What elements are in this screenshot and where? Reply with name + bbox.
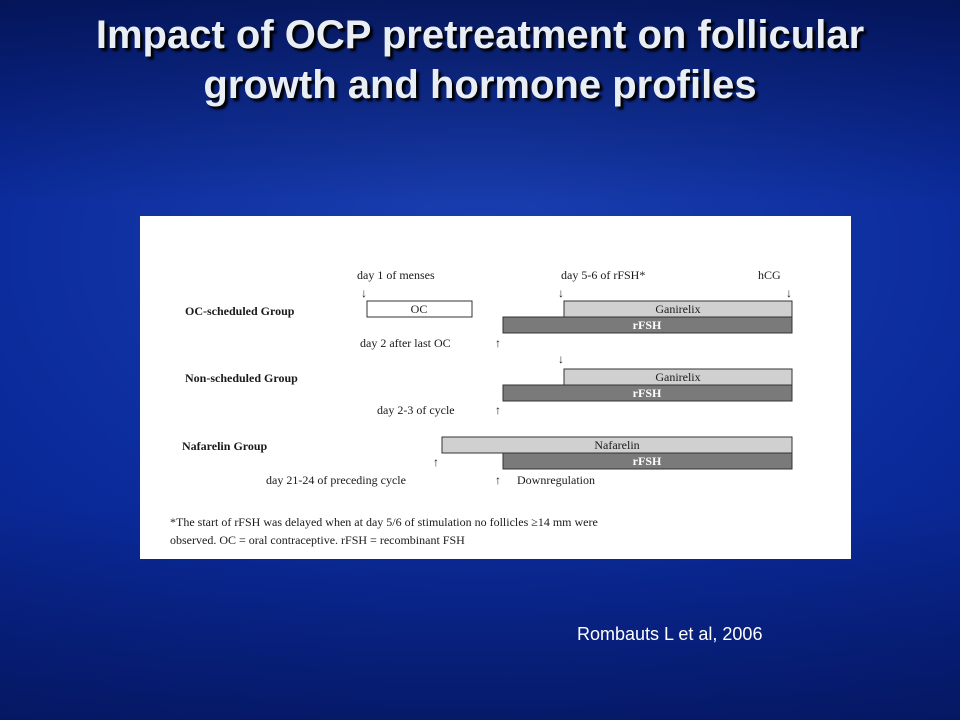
citation: Rombauts L et al, 2006 — [577, 624, 763, 644]
bar-non-ganirelix-label: Ganirelix — [655, 370, 700, 384]
arrow-up-naf-start: ↑ — [433, 455, 439, 469]
protocol-diagram: day 1 of menses day 5-6 of rFSH* hCG ↓ ↓… — [140, 216, 851, 559]
bar-oc — [366, 300, 473, 318]
group-label-oc-scheduled: OC-scheduled Group — [185, 304, 295, 318]
slide-title: Impact of OCP pretreatment on follicular… — [95, 13, 865, 107]
arrow-down-non-ganirelix: ↓ — [558, 352, 564, 366]
label-day21-24-preceding: day 21-24 of preceding cycle — [266, 473, 406, 487]
arrow-down-menses: ↓ — [361, 286, 367, 300]
bar-oc-rfsh-label: rFSH — [633, 318, 662, 332]
footnote-line-1: *The start of rFSH was delayed when at d… — [170, 515, 598, 529]
label-day2-after-last-oc: day 2 after last OC — [360, 336, 451, 350]
group-label-nafarelin: Nafarelin Group — [182, 439, 268, 453]
arrow-up-non-start: ↑ — [495, 403, 501, 417]
bar-nafarelin-label: Nafarelin — [594, 438, 639, 452]
bar-non-rfsh — [502, 384, 793, 402]
bar-naf-rfsh — [502, 452, 793, 470]
protocol-diagram-svg: day 1 of menses day 5-6 of rFSH* hCG ↓ ↓… — [170, 268, 793, 547]
bar-non-rfsh-label: rFSH — [633, 386, 662, 400]
bar-oc-rfsh — [502, 316, 793, 334]
group-label-non-scheduled: Non-scheduled Group — [185, 371, 298, 385]
arrow-down-rfsh: ↓ — [558, 286, 564, 300]
bar-oc-ganirelix-label: Ganirelix — [655, 302, 700, 316]
label-day5-6-rfsh: day 5-6 of rFSH* — [561, 268, 645, 282]
label-day2-3-of-cycle: day 2-3 of cycle — [377, 403, 455, 417]
label-hcg: hCG — [758, 268, 781, 282]
bar-naf-rfsh-label: rFSH — [633, 454, 662, 468]
arrow-up-oc-start: ↑ — [495, 336, 501, 350]
label-downregulation: Downregulation — [517, 473, 595, 487]
label-day1-menses: day 1 of menses — [357, 268, 435, 282]
footnote-line-2: observed. OC = oral contraceptive. rFSH … — [170, 533, 465, 547]
bar-oc-label: OC — [411, 302, 428, 316]
arrow-down-hcg: ↓ — [786, 286, 792, 300]
arrow-up-downregulation: ↑ — [495, 473, 501, 487]
